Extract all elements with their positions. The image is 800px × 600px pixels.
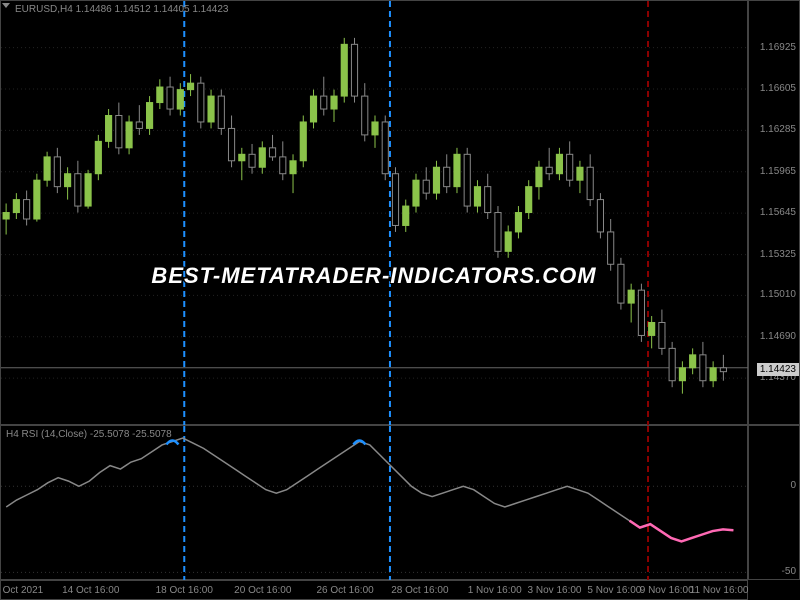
time-tick-label: 3 Nov 16:00 bbox=[528, 585, 582, 596]
time-tick-label: 14 Oct 16:00 bbox=[62, 585, 119, 596]
rsi-line-chart bbox=[1, 426, 749, 581]
symbol-dropdown-icon[interactable] bbox=[2, 3, 10, 8]
watermark-text: BEST-METATRADER-INDICATORS.COM bbox=[151, 263, 596, 289]
price-tick-label: 1.16925 bbox=[760, 42, 796, 53]
indicator-tick-label: -50 bbox=[782, 566, 796, 577]
time-tick-label: 11 Nov 16:00 bbox=[690, 585, 749, 596]
time-tick-label: 5 Nov 16:00 bbox=[587, 585, 641, 596]
time-tick-label: 28 Oct 16:00 bbox=[391, 585, 448, 596]
indicator-y-axis: 0 -50 bbox=[748, 425, 800, 580]
time-tick-label: 1 Nov 16:00 bbox=[468, 585, 522, 596]
price-tick-label: 1.15010 bbox=[760, 289, 796, 300]
time-tick-label: 18 Oct 16:00 bbox=[156, 585, 213, 596]
price-tick-label: 1.16605 bbox=[760, 83, 796, 94]
time-tick-label: 20 Oct 16:00 bbox=[234, 585, 291, 596]
current-price-tag: 1.14423 bbox=[757, 363, 799, 376]
price-tick-label: 1.15645 bbox=[760, 207, 796, 218]
price-tick-label: 1.14690 bbox=[760, 331, 796, 342]
price-tick-label: 1.15965 bbox=[760, 166, 796, 177]
price-y-axis: 1.16925 1.16605 1.16285 1.15965 1.15645 1.153… bbox=[748, 0, 800, 425]
price-chart-panel[interactable]: EURUSD,H4 1.14486 1.14512 1.14405 1.1442… bbox=[0, 0, 748, 425]
time-x-axis: 12 Oct 2021 14 Oct 16:00 18 Oct 16:00 20 Oc… bbox=[0, 580, 748, 600]
indicator-title: H4 RSI (14,Close) -25.5078 -25.5078 bbox=[6, 429, 172, 440]
price-tick-label: 1.16285 bbox=[760, 124, 796, 135]
chart-container: EURUSD,H4 1.14486 1.14512 1.14405 1.1442… bbox=[0, 0, 800, 600]
indicator-tick-label: 0 bbox=[790, 480, 796, 491]
price-tick-label: 1.15325 bbox=[760, 249, 796, 260]
rsi-indicator-panel[interactable]: H4 RSI (14,Close) -25.5078 -25.5078 bbox=[0, 425, 748, 580]
candlestick-chart bbox=[1, 1, 749, 426]
time-tick-label: 9 Nov 16:00 bbox=[640, 585, 694, 596]
time-tick-label: 12 Oct 2021 bbox=[0, 585, 43, 596]
time-tick-label: 26 Oct 16:00 bbox=[316, 585, 373, 596]
chart-title: EURUSD,H4 1.14486 1.14512 1.14405 1.1442… bbox=[15, 4, 229, 15]
